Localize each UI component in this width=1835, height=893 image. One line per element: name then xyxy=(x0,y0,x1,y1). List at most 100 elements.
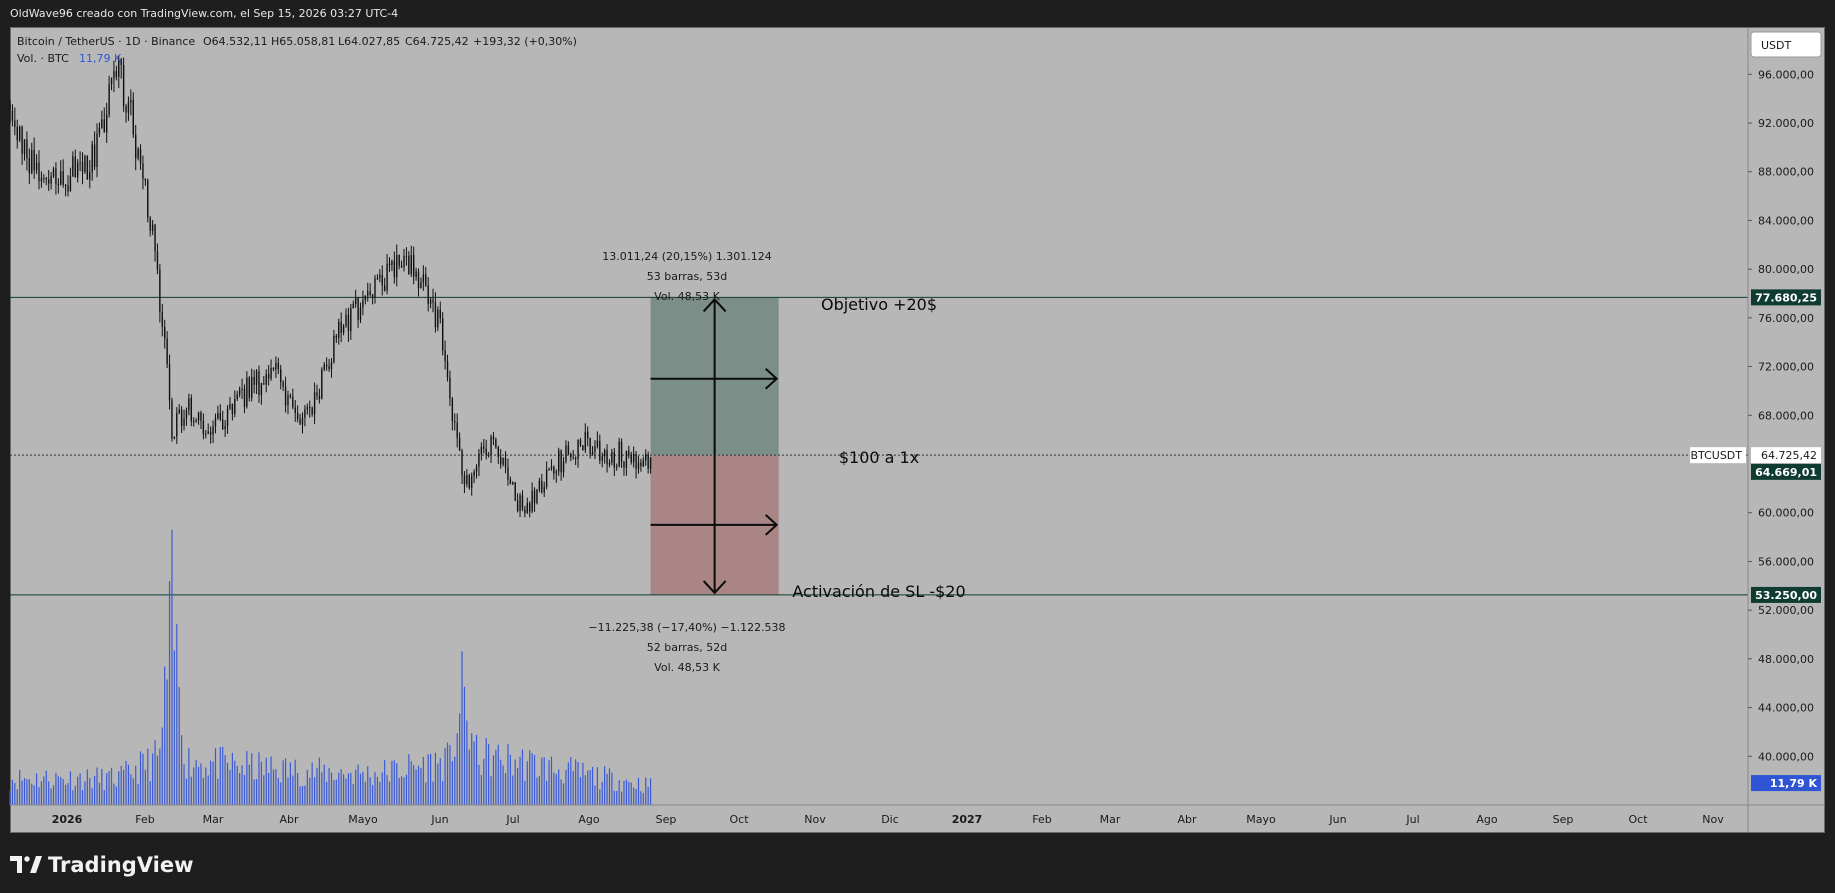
volume-bar xyxy=(420,767,422,805)
volume-bar xyxy=(444,748,446,805)
volume-bar xyxy=(577,762,579,805)
candle-body xyxy=(91,144,93,173)
candle-body xyxy=(202,420,205,435)
volume-bar xyxy=(139,751,142,805)
candle-body xyxy=(410,255,412,274)
volume-bar xyxy=(258,752,260,805)
volume-bar xyxy=(456,733,458,805)
volume-bar xyxy=(526,761,528,805)
candle-body xyxy=(362,300,364,308)
volume-bar xyxy=(183,764,185,805)
volume-bar xyxy=(478,764,480,805)
volume-bar xyxy=(31,783,33,805)
volume-bar xyxy=(96,767,98,805)
volume-bar xyxy=(94,775,96,805)
lower-stats-line-1: −11.225,38 (−17,40%) −1.122.538 xyxy=(588,621,785,634)
volume-bar xyxy=(67,783,69,805)
candle-body xyxy=(164,326,166,339)
volume-bar xyxy=(386,775,388,805)
time-tick-label: Oct xyxy=(1628,813,1648,826)
candle-body xyxy=(74,156,76,178)
candle-body xyxy=(103,119,105,133)
candle-body xyxy=(500,456,502,465)
time-tick-label: Jun xyxy=(1328,813,1346,826)
candle-body xyxy=(645,454,647,461)
candle-body xyxy=(113,71,115,79)
volume-bar xyxy=(84,781,86,805)
volume-bar xyxy=(393,760,395,805)
volume-bar xyxy=(294,759,296,805)
legend-volume-label: Vol. · BTC xyxy=(17,52,69,65)
price-tag-label: 64.725,42 xyxy=(1761,449,1817,462)
candle-body xyxy=(217,413,219,419)
volume-bar xyxy=(101,768,103,805)
candle-body xyxy=(205,433,207,435)
candle-body xyxy=(470,475,473,488)
volume-bar xyxy=(606,773,608,805)
candle-body xyxy=(86,156,89,180)
volume-bar xyxy=(91,788,93,805)
candle-body xyxy=(521,495,524,510)
candle-body xyxy=(632,453,635,463)
currency-button[interactable]: USDT xyxy=(1750,31,1822,58)
volume-bar xyxy=(413,765,415,805)
volume-bar xyxy=(514,759,516,805)
candle-body xyxy=(301,417,304,425)
volume-bar xyxy=(159,748,161,805)
price-tag-box xyxy=(1751,289,1821,306)
volume-bar xyxy=(630,782,632,805)
volume-bar xyxy=(379,781,381,805)
volume-bar xyxy=(480,774,482,805)
candle-body xyxy=(156,251,159,270)
time-tick-label: Abr xyxy=(1177,813,1197,826)
volume-bar xyxy=(62,778,64,805)
candle-body xyxy=(159,269,161,312)
volume-bar xyxy=(333,780,335,805)
candle-body xyxy=(309,406,311,408)
candle-body xyxy=(388,263,391,266)
candle-body xyxy=(391,260,393,266)
candle-body xyxy=(620,441,623,462)
candle-body xyxy=(238,389,241,395)
time-tick-label: Jul xyxy=(505,813,519,826)
volume-bar xyxy=(164,666,166,805)
candle-body xyxy=(328,366,330,370)
tradingview-logo[interactable]: TradingView xyxy=(10,850,193,880)
candle-body xyxy=(122,65,125,107)
candle-body xyxy=(333,335,335,363)
candle-body xyxy=(623,461,625,468)
candle-body xyxy=(468,475,470,488)
volume-bar xyxy=(234,760,236,805)
candle-body xyxy=(451,398,454,422)
upper-stats-line-2: 53 barras, 53d xyxy=(647,270,728,283)
candle-body xyxy=(26,139,28,159)
volume-bar xyxy=(48,781,50,805)
candle-body xyxy=(379,274,381,279)
candle-body xyxy=(393,260,396,278)
candle-body xyxy=(354,297,357,305)
candle-body xyxy=(584,431,587,451)
volume-bar xyxy=(575,759,577,805)
candle-body xyxy=(579,439,582,446)
volume-bar xyxy=(147,748,149,805)
candle-body xyxy=(434,302,437,328)
volume-bar xyxy=(229,770,231,805)
candle-body xyxy=(642,460,645,467)
candle-body xyxy=(173,436,176,439)
volume-bar xyxy=(517,767,519,805)
volume-bar xyxy=(14,782,16,805)
candle-body xyxy=(236,394,238,399)
volume-bar xyxy=(52,785,55,805)
volume-bar xyxy=(212,761,214,805)
candle-body xyxy=(357,297,359,320)
tradingview-logo-icon xyxy=(10,856,42,873)
candle-body xyxy=(412,255,415,277)
candle-body xyxy=(589,438,591,454)
candle-body xyxy=(62,171,64,185)
candle-body xyxy=(267,374,270,379)
volume-bar xyxy=(28,779,30,805)
volume-bar xyxy=(449,744,451,805)
volume-bar xyxy=(251,753,253,805)
volume-bar xyxy=(74,785,76,805)
